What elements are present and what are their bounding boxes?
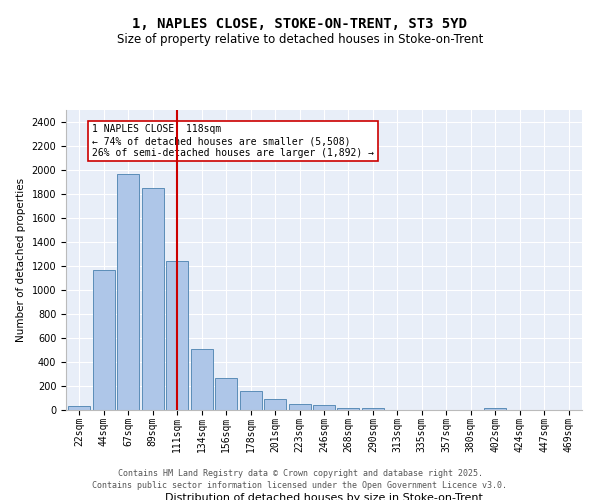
Bar (239, 392, 262, 410)
Bar (313, 405, 335, 410)
Bar (142, 188, 164, 410)
Y-axis label: Number of detached properties: Number of detached properties (16, 178, 26, 342)
Bar (362, 408, 384, 410)
Bar (118, 174, 139, 410)
Bar (337, 408, 359, 410)
Bar (264, 399, 286, 410)
Bar (166, 261, 188, 410)
Text: Size of property relative to detached houses in Stoke-on-Trent: Size of property relative to detached ho… (117, 32, 483, 46)
Bar (191, 349, 213, 410)
Bar (68, 406, 91, 410)
Bar (289, 404, 311, 410)
Text: 1 NAPLES CLOSE: 118sqm
← 74% of detached houses are smaller (5,508)
26% of semi-: 1 NAPLES CLOSE: 118sqm ← 74% of detached… (92, 124, 374, 158)
Bar (484, 408, 506, 410)
Text: Contains HM Land Registry data © Crown copyright and database right 2025.
Contai: Contains HM Land Registry data © Crown c… (92, 468, 508, 490)
Bar (93, 270, 115, 410)
Text: 1, NAPLES CLOSE, STOKE-ON-TRENT, ST3 5YD: 1, NAPLES CLOSE, STOKE-ON-TRENT, ST3 5YD (133, 18, 467, 32)
Bar (215, 378, 237, 410)
X-axis label: Distribution of detached houses by size in Stoke-on-Trent: Distribution of detached houses by size … (165, 493, 483, 500)
